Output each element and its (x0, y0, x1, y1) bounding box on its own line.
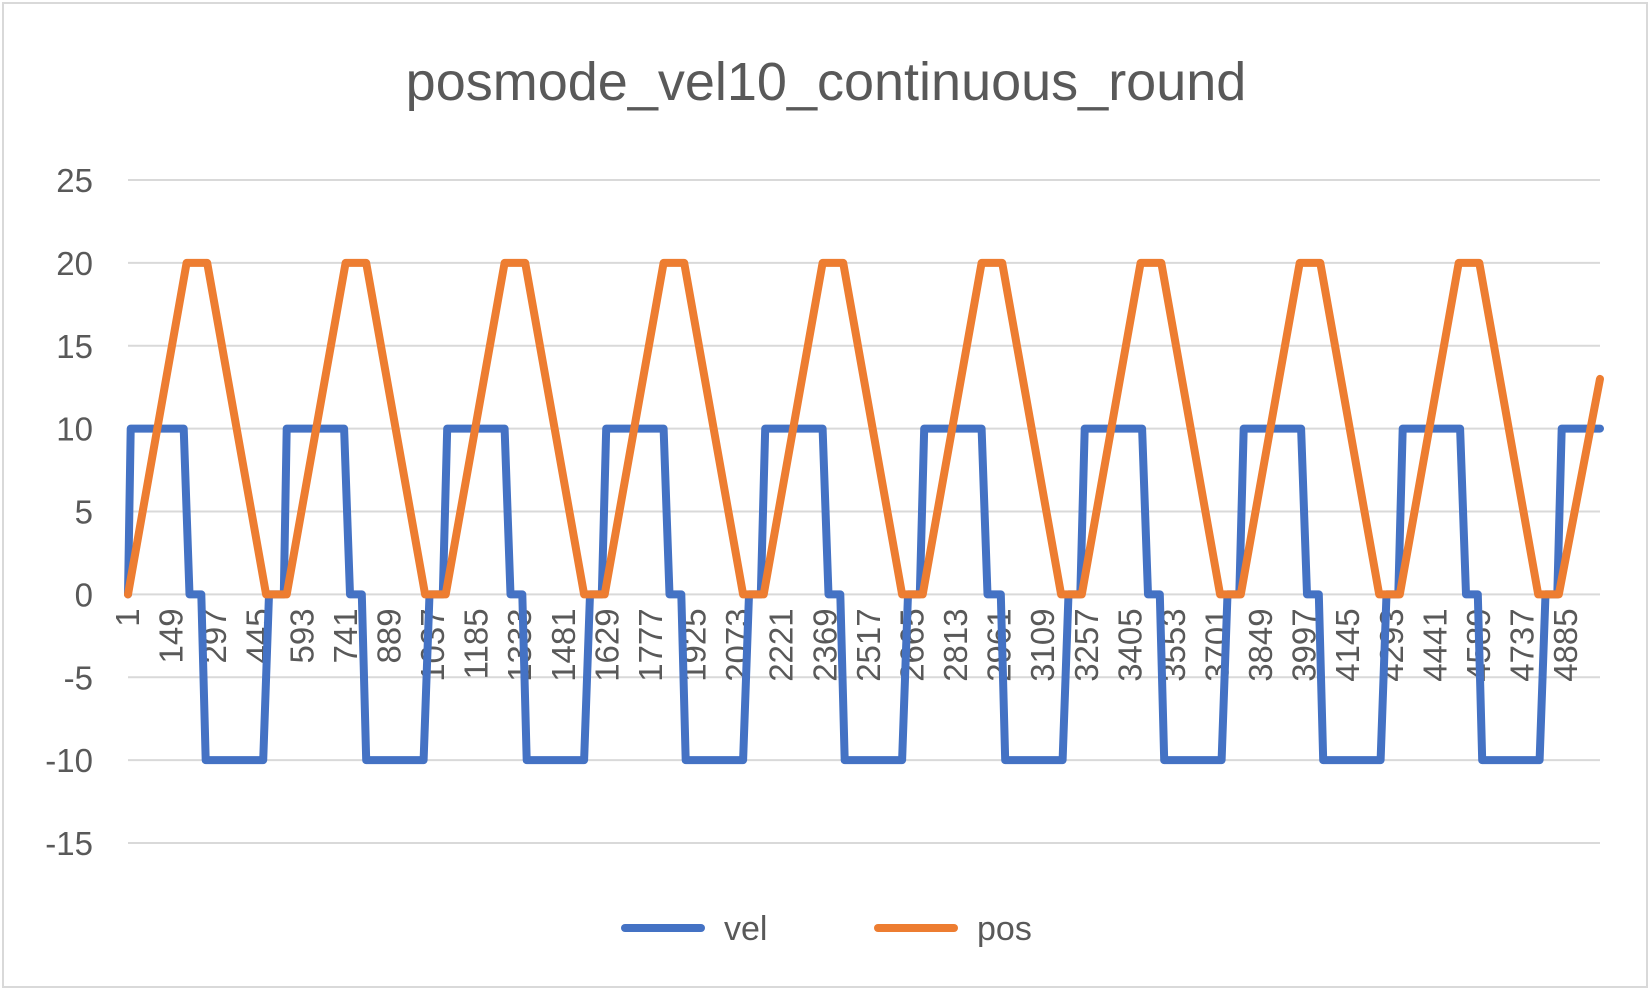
x-tick-label: 1481 (545, 608, 582, 681)
x-tick-label: 4441 (1416, 608, 1453, 681)
x-tick-label: 4737 (1504, 608, 1541, 681)
y-axis-ticks: -15 -10 -5 0 5 10 15 20 25 (45, 162, 93, 862)
y-tick-label: -15 (45, 825, 93, 862)
x-tick-label: 4293 (1373, 608, 1410, 681)
x-tick-label: 1629 (588, 608, 625, 681)
x-tick-label: 1185 (458, 608, 495, 679)
y-tick-label: 0 (75, 576, 93, 613)
y-tick-label: 20 (56, 245, 93, 282)
y-tick-label: 10 (56, 411, 93, 448)
x-tick-label: 2221 (763, 608, 800, 681)
y-tick-label: 15 (56, 328, 93, 365)
x-tick-label: 3109 (1024, 608, 1061, 681)
chart-title: posmode_vel10_continuous_round (406, 52, 1247, 112)
x-tick-label: 4145 (1329, 608, 1366, 681)
x-tick-label: 149 (153, 608, 190, 663)
y-tick-label: -10 (45, 742, 93, 779)
y-tick-label: 5 (75, 494, 93, 531)
legend-label-pos: pos (977, 910, 1032, 948)
x-tick-label: 889 (370, 608, 407, 663)
x-tick-label: 741 (327, 608, 364, 663)
x-tick-label: 4885 (1547, 608, 1584, 681)
series-lines (124, 258, 1604, 765)
series-line-vel (124, 424, 1604, 765)
series-line-pos (124, 258, 1604, 599)
x-tick-label: 1777 (632, 608, 669, 681)
x-tick-label: 593 (283, 608, 320, 663)
x-tick-label: 1 (109, 608, 146, 626)
legend: vel pos (621, 910, 1032, 948)
x-axis-ticks: 1 149 297 445 593 741 889 1037 1185 1333 1481 1629 1… (109, 608, 1584, 681)
x-tick-label: 2813 (937, 608, 974, 681)
y-tick-label: 25 (56, 162, 93, 199)
x-tick-label: 3849 (1242, 608, 1279, 681)
x-tick-label: 3405 (1111, 608, 1148, 681)
x-tick-label: 2665 (893, 608, 930, 681)
y-tick-label: -5 (64, 659, 93, 696)
x-tick-label: 2517 (850, 608, 887, 681)
x-tick-label: 3257 (1068, 608, 1105, 681)
legend-label-vel: vel (724, 910, 767, 948)
